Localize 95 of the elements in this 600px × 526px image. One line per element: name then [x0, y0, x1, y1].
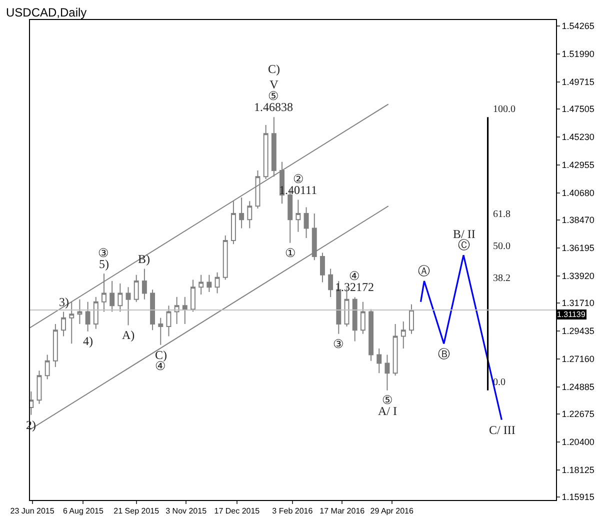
y-tick-label: 1.54265 [562, 21, 594, 32]
ref-line-label: 1.31139 [557, 310, 586, 319]
candlestick [409, 304, 414, 334]
y-tick-label: 1.22675 [562, 409, 594, 420]
annotation: ⑤ [268, 89, 279, 103]
y-tick-label: 1.20400 [562, 437, 594, 448]
annotation: 3) [59, 295, 69, 309]
x-tick-label: 17 Mar 2016 [320, 506, 366, 516]
candlestick [182, 296, 188, 324]
candlestick [36, 370, 42, 404]
annotation: 1.46838 [254, 100, 293, 114]
annotation: ② [293, 172, 304, 186]
candlestick [150, 289, 156, 331]
candlestick [166, 305, 172, 337]
annotation: C) [155, 348, 168, 362]
annotation: A/ I [378, 404, 397, 418]
candlestick [44, 354, 50, 380]
candlestick [118, 282, 123, 312]
annotation: ④ [155, 359, 166, 373]
y-tick-label: 1.33920 [562, 270, 594, 281]
annotation: 5) [99, 257, 109, 271]
candlestick [239, 196, 244, 229]
candlestick [158, 317, 164, 346]
y-tick-label: 1.15915 [562, 492, 594, 502]
candlestick [247, 200, 252, 229]
y-tick-label: 1.31710 [562, 298, 594, 308]
annotation: C/ III [489, 423, 516, 437]
annotation: Ⓑ [438, 347, 450, 361]
y-tick-label: 1.18125 [562, 465, 594, 475]
annotation: 100.0 [493, 104, 516, 115]
annotation: ③ [333, 337, 344, 351]
annotation: 61.8 [493, 209, 510, 220]
annotation: ③ [98, 246, 109, 260]
candlestick [360, 301, 366, 334]
y-tick-label: 1.36195 [562, 243, 594, 254]
x-tick-label: 17 Dec 2015 [214, 506, 260, 516]
candlestick [198, 274, 204, 296]
line-series [486, 116, 489, 392]
x-tick-label: 3 Feb 2016 [272, 506, 314, 516]
candlestick [77, 298, 82, 324]
y-tick-label: 1.29435 [562, 326, 594, 336]
candlestick [214, 272, 220, 294]
candlestick [368, 308, 374, 362]
candlestick [85, 301, 90, 332]
candlestick [376, 348, 382, 374]
y-tick-label: 1.27160 [562, 354, 594, 364]
y-tick-label: 1.51990 [562, 49, 594, 60]
candlestick [174, 296, 180, 324]
y-tick-label: 1.49715 [562, 76, 594, 87]
y-tick-label: 1.47505 [562, 104, 594, 114]
candlestick [400, 321, 406, 350]
annotation: Ⓒ [458, 238, 470, 252]
candlestick [126, 286, 131, 326]
annotation: 50.0 [493, 241, 510, 252]
candlestick [206, 274, 212, 293]
x-tick-label: 23 Jun 2015 [10, 506, 55, 516]
candlestick [134, 274, 139, 302]
annotation: 4) [83, 334, 93, 348]
annotation: Ⓐ [418, 264, 430, 278]
x-tick-label: 3 Nov 2015 [166, 506, 208, 516]
candlestick [296, 199, 301, 232]
annotation: B) [138, 252, 150, 266]
candlestick [304, 206, 309, 239]
candlestick [102, 273, 106, 312]
annotation: A) [122, 328, 135, 342]
annotation: ④ [349, 269, 360, 283]
candlestick [52, 323, 58, 368]
chart-title: USDCAD,Daily [6, 5, 87, 20]
candlestick [312, 212, 317, 261]
y-tick-label: 1.45230 [562, 132, 594, 142]
x-tick-label: 6 Aug 2015 [62, 506, 104, 516]
candlestick [352, 296, 358, 342]
candlestick [320, 252, 325, 283]
x-tick-label: 29 Apr 2016 [370, 506, 414, 516]
y-tick-label: 1.38470 [562, 215, 594, 226]
candlestick [110, 280, 115, 312]
candlestick [93, 296, 98, 330]
candlestick [61, 311, 66, 337]
x-tick-label: 21 Sep 2015 [114, 506, 160, 516]
y-tick-label: 1.24885 [562, 382, 594, 392]
candlestick [190, 279, 196, 312]
candlestick [263, 124, 268, 180]
annotation: 38.2 [493, 273, 510, 284]
y-tick-label: 1.42955 [562, 160, 594, 170]
candlestick [328, 268, 334, 298]
y-tick-label: 1.40680 [562, 188, 594, 198]
candlestick [222, 235, 228, 280]
annotation: ① [285, 246, 296, 260]
candlestick [230, 200, 236, 245]
annotation: ⑤ [382, 393, 393, 407]
candlestick [384, 354, 390, 391]
candlestick [142, 268, 147, 300]
candlestick [392, 323, 398, 376]
annotation: C) V [268, 62, 280, 92]
candlestick [271, 116, 276, 178]
